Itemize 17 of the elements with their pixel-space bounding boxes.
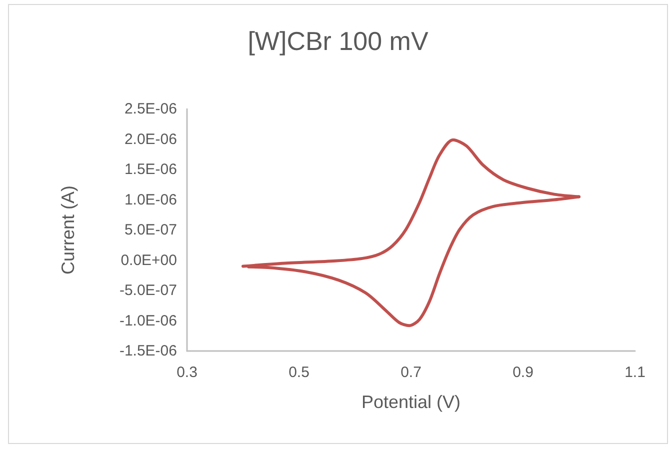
x-tick-label: 0.7 — [400, 364, 422, 381]
x-tick-label: 0.3 — [176, 364, 198, 381]
x-axis-title: Potential (V) — [361, 392, 461, 412]
y-tick-label: -1.5E-06 — [119, 342, 177, 360]
y-tick-label: 2.0E-06 — [124, 130, 177, 148]
y-tick-label: -1.0E-06 — [119, 312, 177, 330]
y-tick-label: 0.0E+00 — [120, 252, 177, 269]
x-tick-label: 0.9 — [512, 364, 534, 381]
y-tick-label: -5.0E-07 — [119, 282, 177, 299]
chart-title: [W]CBr 100 mV — [248, 26, 429, 56]
y-tick-label: 2.5E-06 — [124, 100, 177, 118]
y-axis-title: Current (A) — [58, 185, 78, 275]
y-tick-label: 1.0E-06 — [124, 191, 177, 208]
y-tick-label: 1.5E-06 — [124, 161, 177, 178]
x-tick-label: 1.1 — [624, 364, 646, 381]
y-tick-label: 5.0E-07 — [124, 222, 177, 238]
x-tick-label: 0.5 — [288, 364, 310, 381]
